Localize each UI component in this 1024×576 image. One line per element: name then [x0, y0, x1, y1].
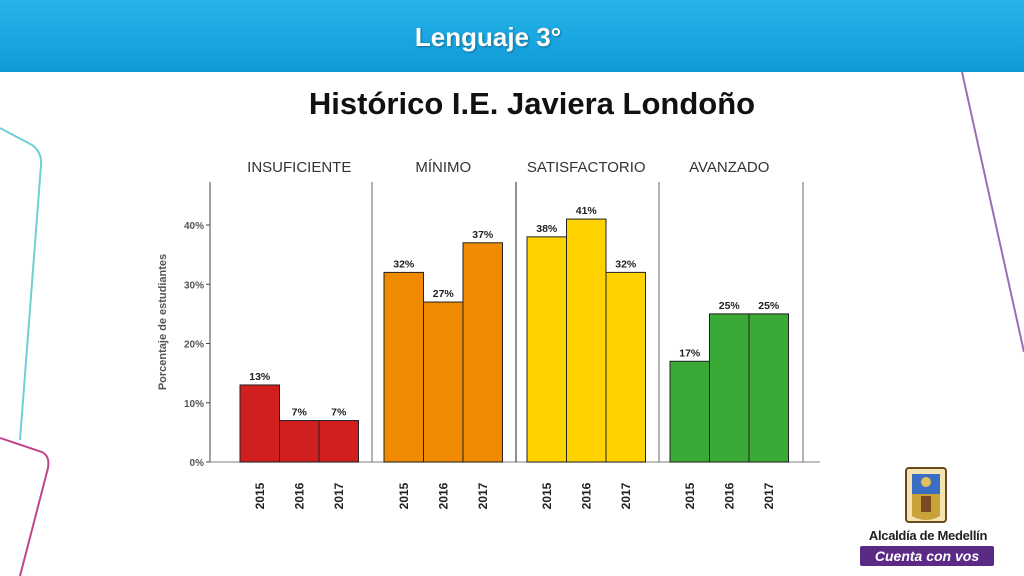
- x-tick-label: 2015: [397, 482, 411, 509]
- bar: [669, 360, 710, 463]
- data-label: 13%: [249, 371, 271, 383]
- y-tick-label: 40%: [184, 221, 204, 232]
- bar: [383, 271, 424, 463]
- data-label: 38%: [536, 223, 558, 235]
- x-tick-label: 2017: [762, 482, 776, 509]
- bar: [279, 420, 320, 463]
- x-tick-label: 2016: [436, 482, 450, 509]
- header-band: [0, 0, 1024, 72]
- page-title: Histórico I.E. Javiera Londoño: [308, 86, 756, 121]
- x-tick-label: 2016: [292, 482, 306, 509]
- x-tick-label: 2015: [540, 482, 554, 509]
- data-label: 7%: [292, 407, 308, 419]
- group-label-2: SATISFACTORIO: [527, 159, 646, 176]
- data-label: 17%: [679, 347, 701, 359]
- group-label-1: MÍNIMO: [415, 159, 471, 176]
- bar: [239, 384, 280, 463]
- bar: [566, 218, 607, 463]
- data-label: 25%: [758, 300, 780, 312]
- data-label: 32%: [615, 258, 637, 270]
- x-tick-label: 2016: [579, 482, 593, 509]
- bar: [748, 313, 789, 463]
- bar: [526, 236, 567, 463]
- bar: [709, 313, 750, 463]
- bar: [318, 420, 359, 463]
- data-label: 27%: [433, 288, 455, 300]
- header-title: Lenguaje 3°: [414, 22, 562, 52]
- x-tick-label: 2015: [683, 482, 697, 509]
- group-label-0: INSUFICIENTE: [247, 159, 351, 176]
- x-tick-label: 2017: [332, 482, 346, 509]
- data-label: 7%: [331, 407, 347, 419]
- data-label: 41%: [576, 205, 598, 217]
- logo-text: Alcaldía de Medellín: [868, 528, 988, 543]
- bar: [605, 271, 646, 463]
- y-axis-label: Porcentaje de estudiantes: [157, 254, 169, 390]
- y-tick-label: 30%: [184, 280, 204, 291]
- x-tick-label: 2015: [253, 482, 267, 509]
- y-tick-label: 10%: [184, 399, 204, 410]
- y-tick-label: 0%: [190, 458, 205, 469]
- logo-slogan: Cuenta con vos: [860, 546, 994, 566]
- y-tick-label: 20%: [184, 340, 204, 351]
- bar: [423, 301, 464, 463]
- data-label: 32%: [393, 258, 415, 270]
- data-label: 25%: [719, 300, 741, 312]
- data-label: 37%: [472, 229, 494, 241]
- bar: [462, 242, 503, 463]
- group-label-3: AVANZADO: [689, 159, 769, 176]
- x-tick-label: 2017: [476, 482, 490, 509]
- bar-chart: Porcentaje de estudiantes 0% 10% 20% 30% 40% I…: [157, 159, 820, 509]
- x-tick-label: 2016: [722, 482, 736, 509]
- coat-of-arms-icon: [905, 467, 947, 523]
- alcaldia-logo: Alcaldía de Medellín Cuenta con vos: [858, 466, 998, 570]
- x-tick-label: 2017: [619, 482, 633, 509]
